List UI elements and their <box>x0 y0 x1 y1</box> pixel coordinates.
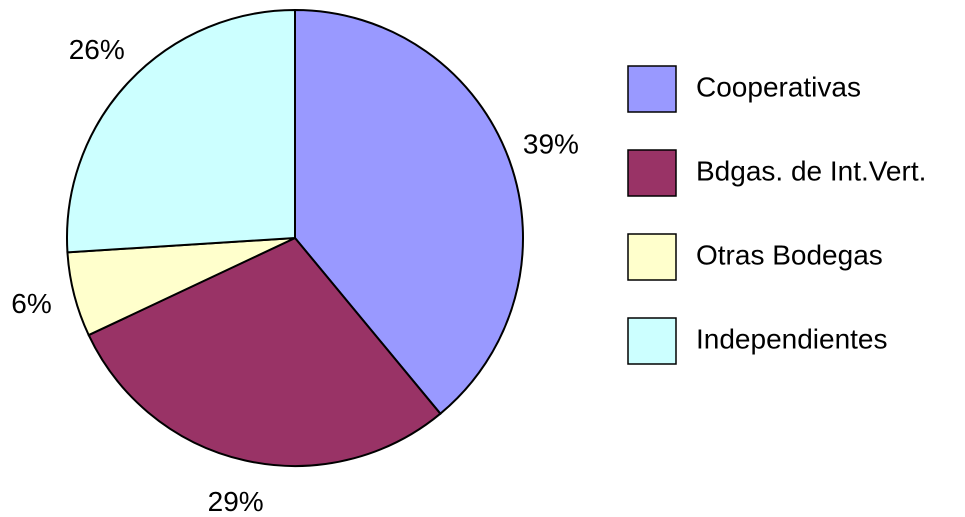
data-label: 39% <box>523 128 579 159</box>
legend-swatch <box>627 317 677 365</box>
legend-swatch <box>627 65 677 113</box>
legend-label: Independientes <box>696 323 888 354</box>
pie-slice <box>66 8 296 254</box>
legend-swatch <box>627 233 677 281</box>
pie-slice <box>87 236 442 467</box>
data-label: 6% <box>11 288 51 319</box>
legend-label: Otras Bodegas <box>696 239 883 270</box>
legend-label: Bdgas. de Int.Vert. <box>696 155 926 186</box>
pie-slice <box>294 8 524 416</box>
legend-label: Cooperativas <box>696 71 861 102</box>
legend-swatch <box>627 149 677 197</box>
data-label: 26% <box>69 34 125 65</box>
data-label: 29% <box>208 486 264 517</box>
